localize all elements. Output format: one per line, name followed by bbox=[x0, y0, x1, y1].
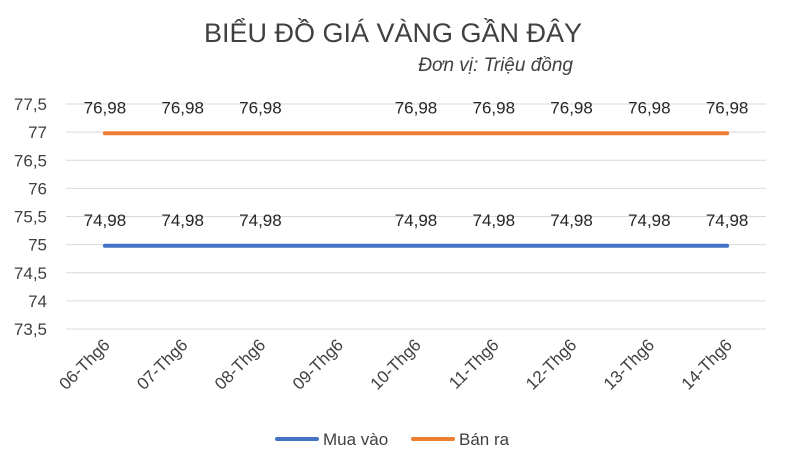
data-label: 76,98 bbox=[706, 98, 749, 117]
series-lines bbox=[102, 131, 730, 248]
data-label: 76,98 bbox=[395, 98, 438, 117]
data-label: 74,98 bbox=[84, 211, 127, 230]
x-tick-label: 13-Thg6 bbox=[600, 335, 658, 393]
data-point bbox=[648, 245, 650, 247]
data-point bbox=[415, 245, 417, 247]
chart-title: BIỂU ĐỒ GIÁ VÀNG GẦN ĐÂY bbox=[204, 17, 582, 48]
y-tick-label: 74,5 bbox=[14, 264, 47, 283]
chart-subtitle: Đơn vị: Triệu đồng bbox=[418, 55, 573, 76]
data-point bbox=[259, 132, 261, 134]
y-tick-label: 76,5 bbox=[14, 151, 47, 170]
data-point bbox=[571, 245, 573, 247]
x-tick-label: 10-Thg6 bbox=[367, 335, 425, 393]
data-point bbox=[726, 132, 728, 134]
data-point bbox=[259, 245, 261, 247]
legend-label: Mua vào bbox=[323, 430, 388, 449]
data-label: 74,98 bbox=[628, 211, 671, 230]
data-point bbox=[104, 245, 106, 247]
data-label: 76,98 bbox=[550, 98, 593, 117]
data-point bbox=[104, 132, 106, 134]
data-point bbox=[182, 245, 184, 247]
y-tick-label: 73,5 bbox=[14, 320, 47, 339]
data-point bbox=[571, 132, 573, 134]
y-axis-ticks: 73,5 74 74,5 75 75,5 76 76,5 77 77,5 bbox=[14, 95, 47, 339]
y-tick-label: 77 bbox=[28, 123, 47, 142]
x-tick-label: 06-Thg6 bbox=[56, 335, 114, 393]
data-label: 74,98 bbox=[550, 211, 593, 230]
data-labels: 74,98 74,98 74,98 74,98 74,98 74,98 74,98 74,98… bbox=[84, 98, 749, 230]
data-point bbox=[337, 245, 339, 247]
data-label: 74,98 bbox=[473, 211, 516, 230]
data-point bbox=[182, 132, 184, 134]
legend: Mua vào Bán ra bbox=[275, 430, 510, 449]
y-tick-label: 75,5 bbox=[14, 208, 47, 227]
x-tick-label: 08-Thg6 bbox=[211, 335, 269, 393]
y-tick-label: 74 bbox=[28, 292, 47, 311]
y-tick-label: 75 bbox=[28, 236, 47, 255]
x-tick-label: 07-Thg6 bbox=[133, 335, 191, 393]
data-label: 74,98 bbox=[239, 211, 282, 230]
data-label: 76,98 bbox=[161, 98, 204, 117]
x-tick-label: 14-Thg6 bbox=[678, 335, 736, 393]
y-tick-label: 76 bbox=[28, 179, 47, 198]
x-tick-label: 11-Thg6 bbox=[445, 335, 502, 392]
x-axis-ticks: 06-Thg6 07-Thg6 08-Thg6 09-Thg6 10-Thg6 11-Th… bbox=[56, 335, 736, 393]
data-label: 76,98 bbox=[628, 98, 671, 117]
data-point bbox=[415, 132, 417, 134]
x-tick-label: 09-Thg6 bbox=[289, 335, 347, 393]
data-point bbox=[493, 132, 495, 134]
data-point bbox=[648, 132, 650, 134]
data-point bbox=[493, 245, 495, 247]
data-point bbox=[337, 132, 339, 134]
data-label: 74,98 bbox=[395, 211, 438, 230]
data-label: 74,98 bbox=[706, 211, 749, 230]
data-label: 76,98 bbox=[473, 98, 516, 117]
data-label: 76,98 bbox=[239, 98, 282, 117]
x-tick-label: 12-Thg6 bbox=[522, 335, 580, 393]
legend-label: Bán ra bbox=[459, 430, 510, 449]
data-label: 74,98 bbox=[161, 211, 204, 230]
data-point bbox=[726, 245, 728, 247]
y-tick-label: 77,5 bbox=[14, 95, 47, 114]
data-label: 76,98 bbox=[84, 98, 127, 117]
